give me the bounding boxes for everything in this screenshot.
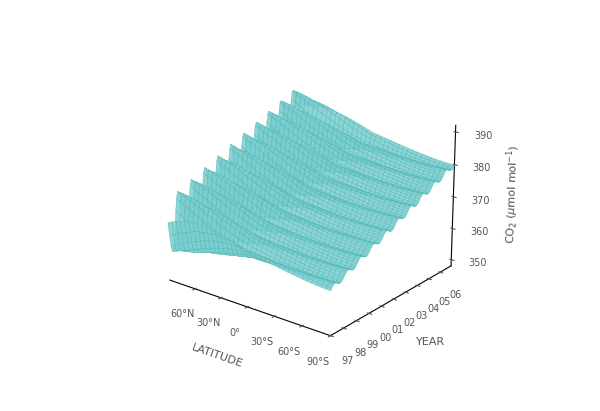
X-axis label: LATITUDE: LATITUDE [190, 342, 244, 369]
Y-axis label: YEAR: YEAR [416, 337, 445, 347]
